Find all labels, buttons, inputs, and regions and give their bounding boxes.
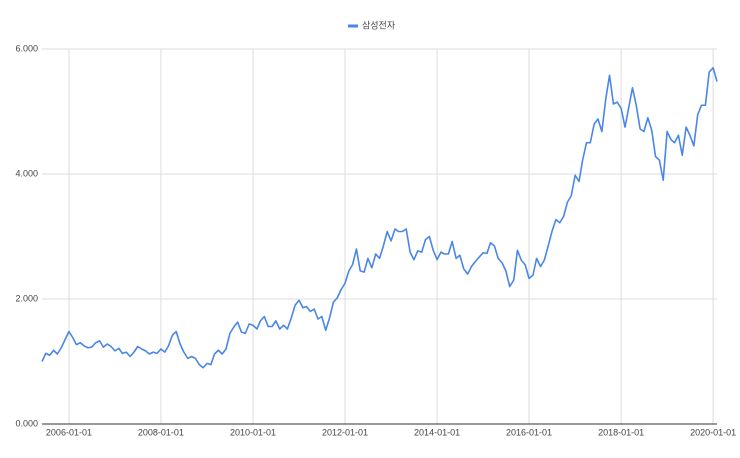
y-tick-label: 2.000 <box>15 293 38 303</box>
y-tick-label: 6.000 <box>15 43 38 53</box>
y-tick-label: 0.000 <box>15 418 38 428</box>
x-tick-label: 2014-01-01 <box>414 427 460 437</box>
x-tick-label: 2020-01-01 <box>690 427 736 437</box>
legend-label: 삼성전자 <box>362 20 396 30</box>
x-tick-label: 2016-01-01 <box>506 427 552 437</box>
y-tick-label: 4.000 <box>15 168 38 178</box>
x-tick-label: 2008-01-01 <box>138 427 184 437</box>
x-tick-label: 2012-01-01 <box>322 427 368 437</box>
line-series <box>41 66 718 369</box>
x-tick-label: 2010-01-01 <box>230 427 276 437</box>
x-tick-label: 2018-01-01 <box>598 427 644 437</box>
x-tick-label: 2006-01-01 <box>46 427 92 437</box>
